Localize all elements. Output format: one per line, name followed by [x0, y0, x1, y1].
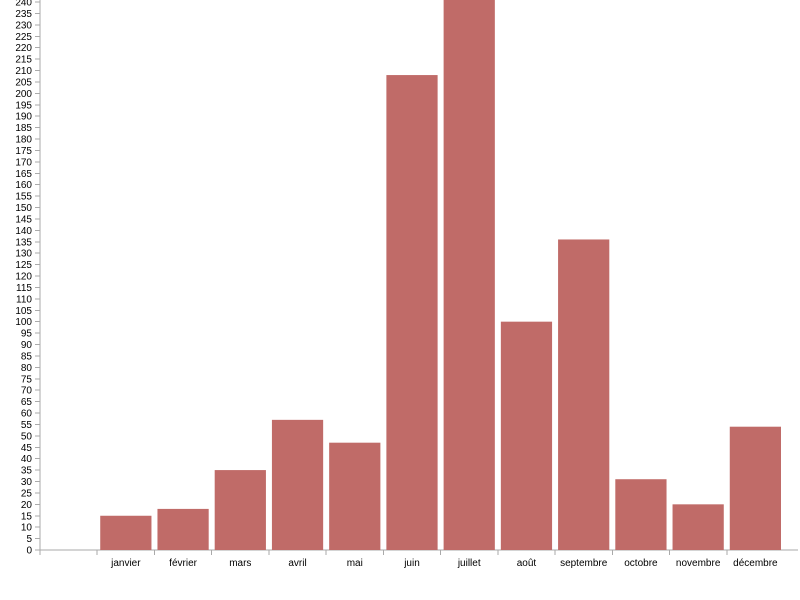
y-tick-label: 185 [15, 123, 32, 134]
y-tick-label: 55 [21, 420, 33, 431]
y-tick-label: 110 [16, 294, 32, 305]
bar [100, 515, 152, 550]
y-tick-label: 90 [21, 340, 33, 351]
y-tick-label: 15 [21, 511, 33, 522]
bar [157, 508, 209, 550]
bar [500, 321, 553, 550]
y-tick-label: 200 [15, 89, 32, 100]
x-tick-label: août [517, 558, 537, 569]
bar [271, 419, 324, 550]
bar [729, 426, 781, 550]
bar [386, 75, 438, 551]
y-tick-label: 75 [21, 374, 33, 385]
y-tick-label: 220 [15, 43, 32, 54]
x-tick-label: décembre [733, 558, 778, 569]
y-tick-label: 85 [21, 351, 33, 362]
y-tick-label: 25 [21, 488, 33, 499]
y-tick-label: 120 [15, 272, 32, 283]
y-tick-label: 40 [21, 454, 33, 465]
y-tick-label: 230 [15, 20, 32, 31]
bar [443, 0, 495, 550]
y-tick-label: 150 [15, 203, 32, 214]
y-tick-label: 135 [15, 237, 32, 248]
x-axis: janvier février mars avril mai juin juillet aoû… [39, 549, 798, 569]
y-tick-label: 215 [15, 55, 32, 66]
y-tick-label: 35 [21, 466, 33, 477]
y-tick-label: 170 [15, 157, 32, 168]
y-tick-label: 70 [21, 386, 33, 397]
y-tick-label: 205 [15, 77, 32, 88]
x-tick-label: mars [229, 558, 251, 569]
y-tick-label: 65 [21, 397, 33, 408]
y-tick-label: 160 [15, 180, 32, 191]
y-tick-label: 190 [15, 112, 32, 123]
y-tick-label: 175 [15, 146, 32, 157]
y-tick-label: 45 [21, 443, 33, 454]
y-tick-label: 5 [26, 534, 32, 545]
x-tick-label: avril [288, 558, 306, 569]
y-tick-label: 165 [15, 169, 32, 180]
y-axis: 0510152025303540455055606570758085909510… [15, 0, 41, 557]
bar [672, 504, 724, 550]
y-tick-label: 140 [15, 226, 32, 237]
bars [100, 0, 781, 551]
y-tick-label: 20 [21, 500, 33, 511]
y-tick-label: 125 [15, 260, 32, 271]
y-tick-label: 105 [15, 306, 32, 317]
y-tick-label: 60 [21, 409, 33, 420]
bar [214, 470, 266, 550]
y-tick-label: 10 [21, 523, 33, 534]
x-tick-label: janvier [110, 558, 141, 569]
x-tick-label: novembre [676, 558, 721, 569]
y-tick-label: 145 [15, 214, 32, 225]
y-tick-label: 100 [15, 317, 32, 328]
y-tick-label: 30 [21, 477, 33, 488]
y-tick-label: 180 [15, 135, 32, 146]
y-tick-label: 210 [15, 66, 32, 77]
y-tick-label: 155 [15, 192, 32, 203]
bar [615, 479, 667, 550]
y-tick-label: 235 [15, 9, 32, 20]
y-tick-label: 0 [26, 546, 32, 557]
y-tick-label: 225 [15, 32, 32, 43]
y-tick-label: 50 [21, 431, 33, 442]
y-tick-label: 115 [16, 283, 32, 294]
x-tick-label: juillet [457, 558, 481, 569]
y-tick-label: 195 [15, 100, 32, 111]
x-tick-label: février [169, 558, 197, 569]
x-tick-label: septembre [560, 558, 608, 569]
x-tick-label: mai [347, 558, 363, 569]
y-tick-label: 240 [15, 0, 32, 9]
x-tick-label: octobre [624, 558, 658, 569]
x-tick-label: juin [403, 558, 420, 569]
bar [329, 442, 381, 550]
y-tick-label: 80 [21, 363, 33, 374]
y-tick-label: 130 [15, 249, 32, 260]
y-tick-label: 95 [21, 329, 33, 340]
bar [558, 239, 610, 550]
